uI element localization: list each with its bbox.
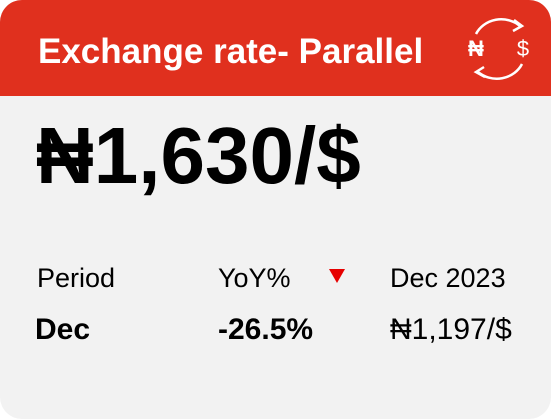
main-value: ₦1,630/$ xyxy=(36,111,361,200)
icon-from: ₦ xyxy=(468,36,484,61)
stat-label: Period xyxy=(37,263,116,293)
icon-to: $ xyxy=(517,36,529,61)
stat-label: Dec 2023 xyxy=(390,263,506,293)
arrow-head-bottom xyxy=(473,65,486,79)
exchange-icon: ₦ $ xyxy=(468,18,529,80)
header: Exchange rate- Parallel ₦ $ xyxy=(0,0,551,96)
header-title: Exchange rate- Parallel xyxy=(38,32,424,71)
stat-label: YoY% xyxy=(218,263,291,293)
down-arrow xyxy=(329,269,345,283)
arrow-top xyxy=(474,18,521,35)
stat-value: ₦1,197/$ xyxy=(390,313,512,346)
arrow-head-top xyxy=(512,19,525,33)
stat-value: Dec xyxy=(35,313,91,346)
stat-value: -26.5% xyxy=(218,313,314,346)
